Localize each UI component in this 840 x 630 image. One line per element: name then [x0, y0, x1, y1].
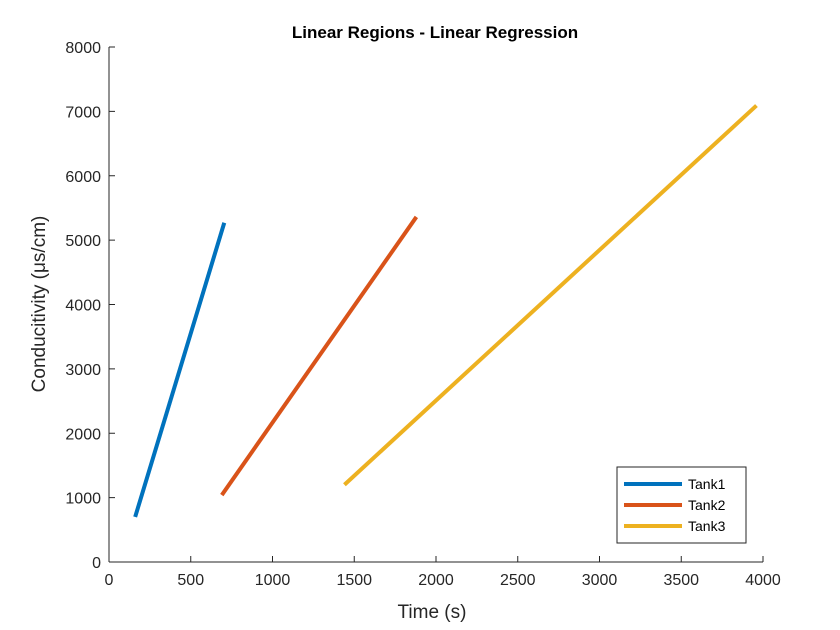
y-tick-label: 7000 — [65, 104, 101, 121]
x-tick-label: 500 — [177, 572, 204, 589]
chart-title: Linear Regions - Linear Regression — [292, 23, 578, 42]
y-tick-label: 3000 — [65, 362, 101, 379]
legend: Tank1 Tank2 Tank3 — [616, 466, 747, 544]
series-line-tank2 — [220, 215, 419, 497]
y-tick-label: 5000 — [65, 233, 101, 250]
x-tick-label: 3000 — [582, 572, 618, 589]
plot-area: 0 500 1000 1500 2000 2500 3000 3500 4000 0 1000 20… — [65, 40, 780, 589]
x-tick-label: 1000 — [255, 572, 291, 589]
x-tick-label: 2000 — [418, 572, 454, 589]
x-tick-label: 3500 — [663, 572, 699, 589]
legend-label-tank1: Tank1 — [688, 476, 726, 492]
x-tick-label: 4000 — [745, 572, 781, 589]
x-tick-label: 0 — [105, 572, 114, 589]
series-lines — [133, 104, 758, 518]
x-axis-ticks: 0 500 1000 1500 2000 2500 3000 3500 4000 — [105, 556, 781, 589]
legend-label-tank3: Tank3 — [688, 518, 726, 534]
legend-label-tank2: Tank2 — [688, 497, 726, 513]
y-tick-label: 6000 — [65, 169, 101, 186]
series-line-tank1 — [133, 222, 227, 518]
y-tick-label: 8000 — [65, 40, 101, 57]
x-tick-label: 1500 — [336, 572, 372, 589]
legend-items: Tank1 Tank2 Tank3 — [624, 476, 726, 534]
y-tick-label: 2000 — [65, 426, 101, 443]
x-axis-label: Time (s) — [398, 602, 467, 623]
y-tick-label: 0 — [92, 555, 101, 572]
y-axis-label: Conducitivity (μs/cm) — [29, 216, 50, 393]
series-line-tank3 — [343, 104, 758, 487]
y-tick-label: 1000 — [65, 491, 101, 508]
y-axis-ticks: 0 1000 2000 3000 4000 5000 6000 7000 8000 — [65, 40, 115, 572]
y-tick-label: 4000 — [65, 298, 101, 315]
x-tick-label: 2500 — [500, 572, 536, 589]
